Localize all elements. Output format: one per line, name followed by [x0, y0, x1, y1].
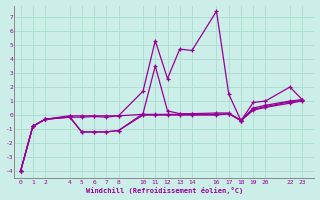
X-axis label: Windchill (Refroidissement éolien,°C): Windchill (Refroidissement éolien,°C) [86, 187, 243, 194]
